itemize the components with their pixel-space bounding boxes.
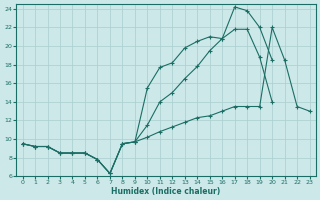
X-axis label: Humidex (Indice chaleur): Humidex (Indice chaleur): [111, 187, 221, 196]
